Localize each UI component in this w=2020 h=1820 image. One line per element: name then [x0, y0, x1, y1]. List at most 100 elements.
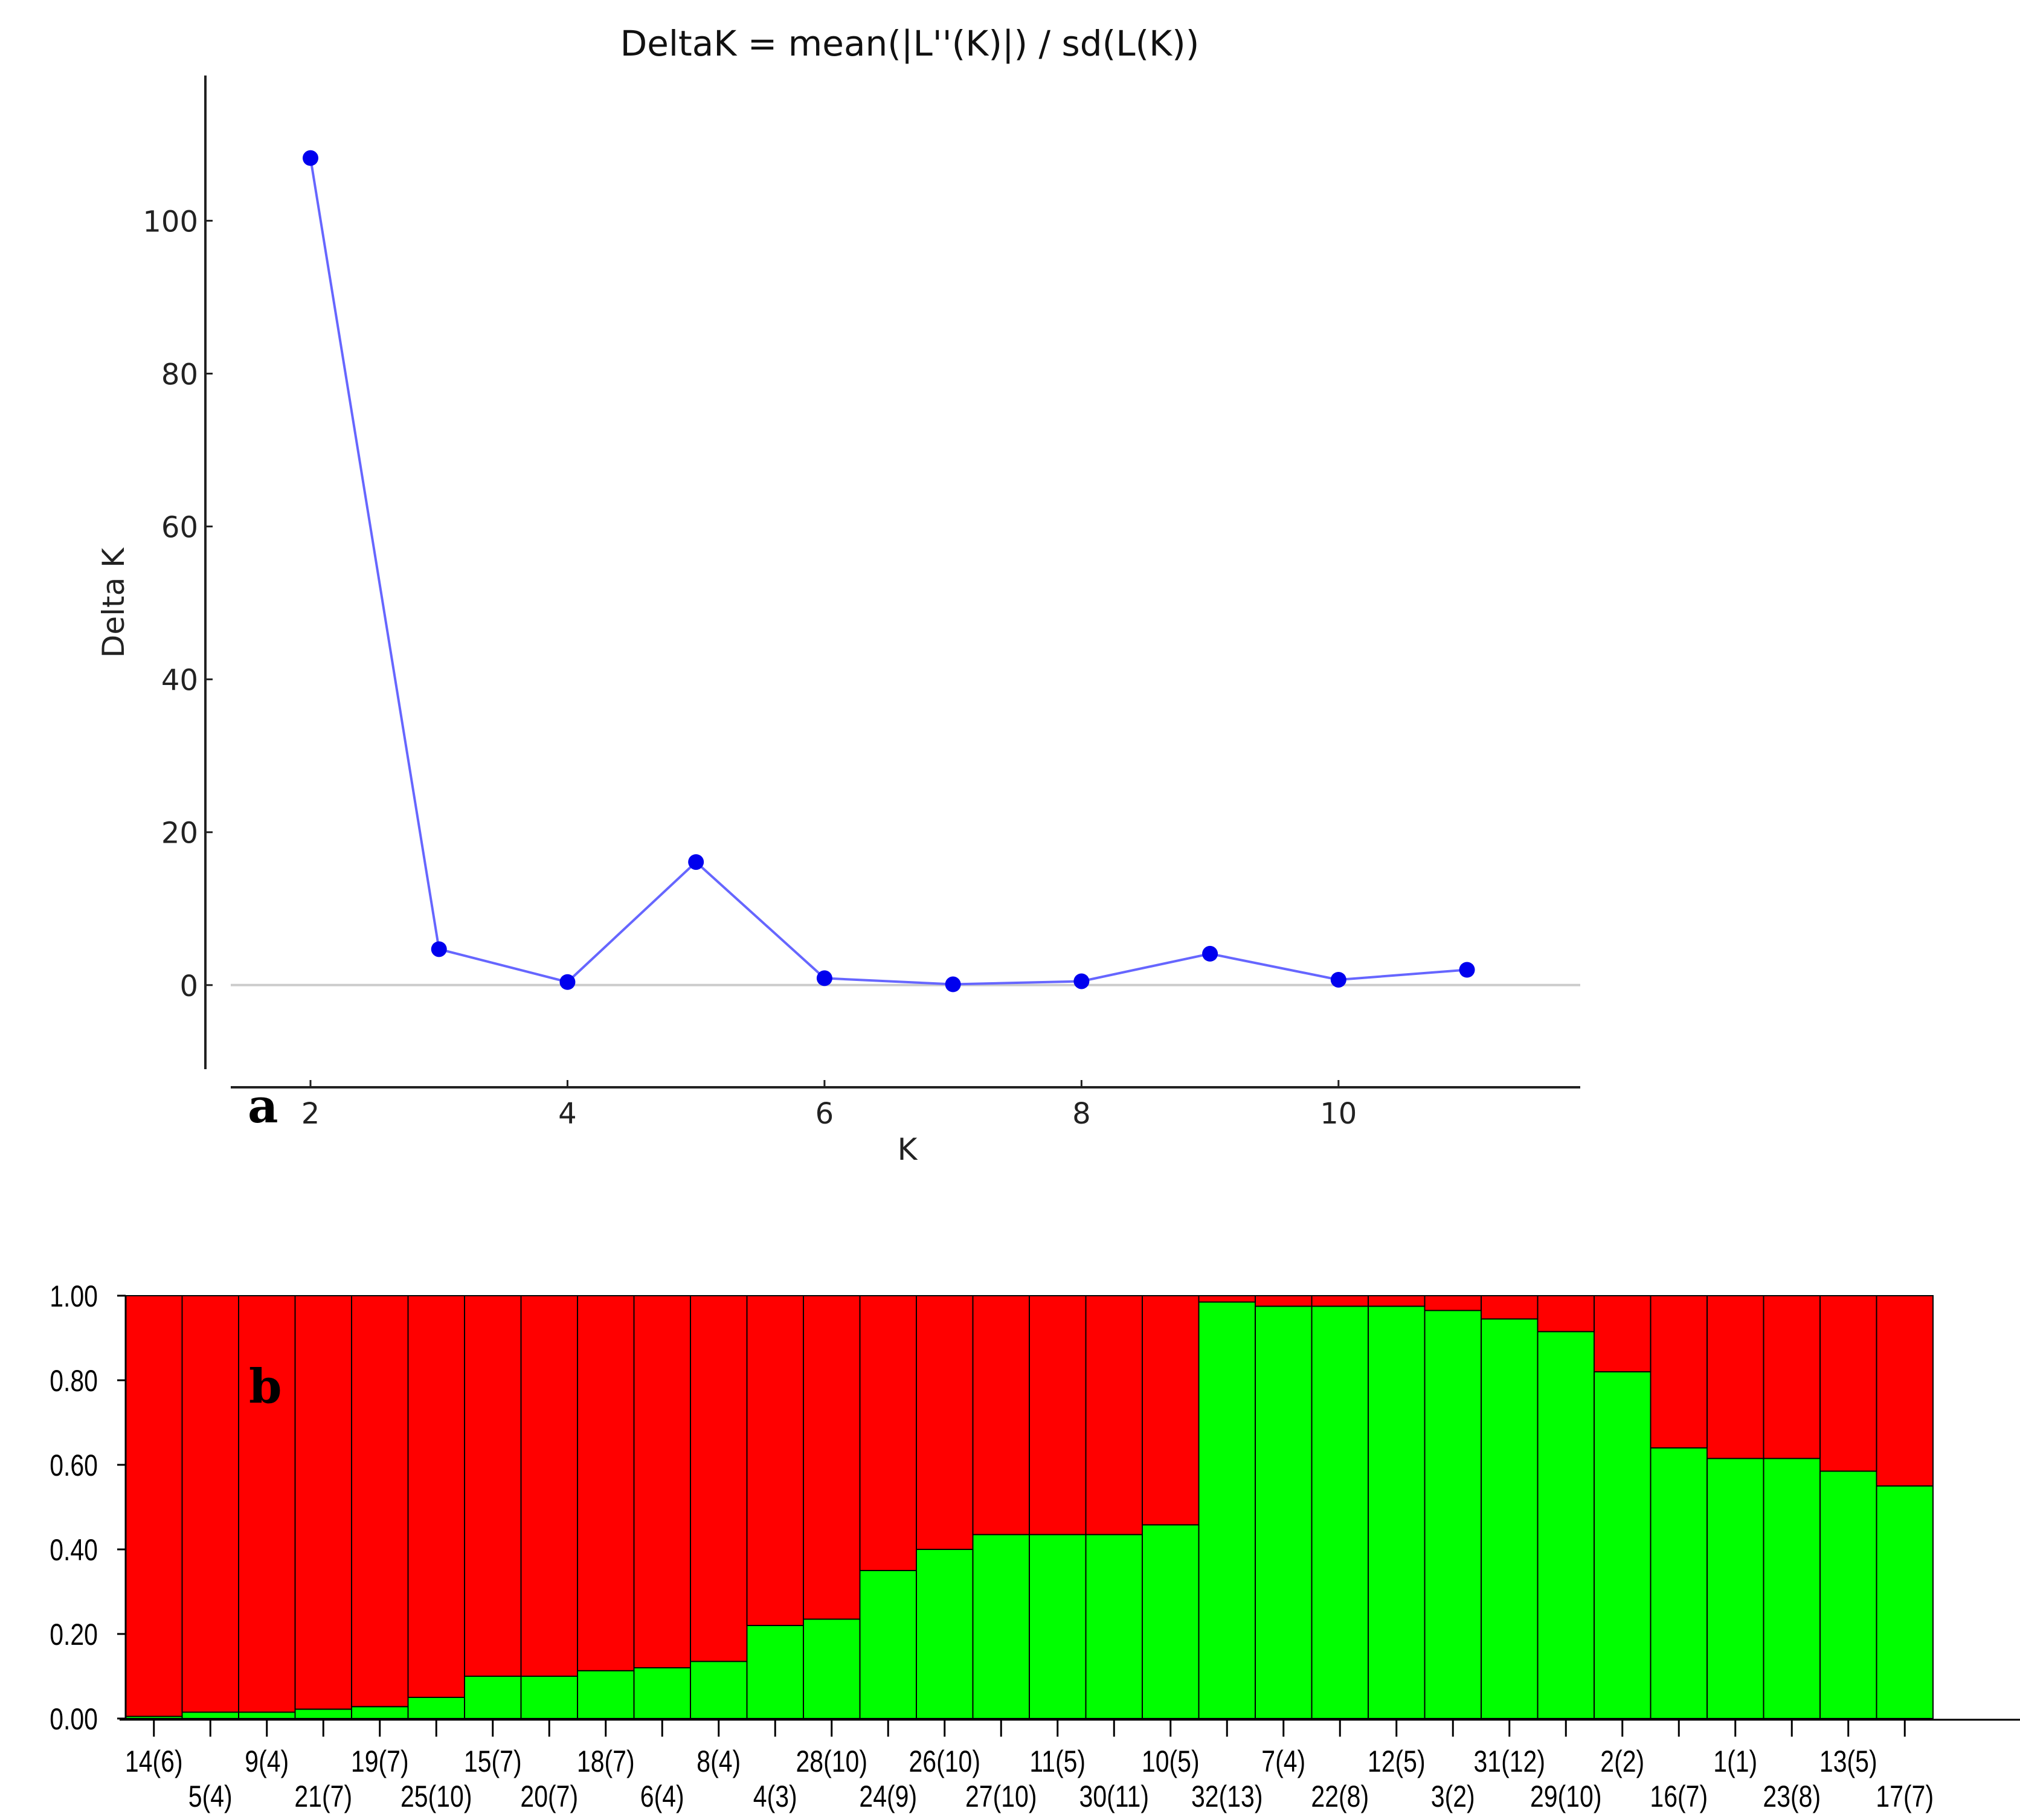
x-category-label: 7(4) — [1261, 1744, 1305, 1778]
bar-red-9 — [577, 1295, 635, 1671]
bar-red-28 — [1650, 1295, 1708, 1449]
bar-red-17 — [1029, 1295, 1087, 1535]
bar-green-6 — [407, 1697, 465, 1719]
x-category-label: 23(8) — [1763, 1780, 1821, 1813]
data-point-k-10 — [1330, 971, 1346, 988]
bar-green-19 — [1142, 1524, 1200, 1720]
bar-green-8 — [520, 1676, 578, 1719]
x-category-label: 26(10) — [909, 1744, 980, 1778]
bar-green-27 — [1594, 1371, 1652, 1719]
bar-red-32 — [1876, 1295, 1934, 1487]
bar-green-14 — [859, 1570, 917, 1719]
x-category-label: 14(6) — [125, 1744, 183, 1778]
bar-red-15 — [916, 1295, 974, 1550]
x-tick-label: 6 — [815, 1097, 834, 1131]
x-category-label: 13(5) — [1819, 1744, 1877, 1778]
bar-green-12 — [746, 1625, 804, 1719]
y-tick-label: 100 — [143, 205, 198, 239]
bar-green-7 — [464, 1676, 522, 1719]
data-point-k-9 — [1202, 945, 1218, 962]
bar-green-32 — [1876, 1485, 1934, 1719]
bar-green-24 — [1424, 1310, 1482, 1719]
bar-red-4 — [294, 1295, 352, 1710]
data-point-k-3 — [431, 941, 447, 957]
bar-green-16 — [972, 1534, 1030, 1719]
bar-green-4 — [294, 1708, 352, 1719]
data-point-k-5 — [688, 854, 704, 870]
data-point-k-4 — [559, 974, 576, 990]
y-tick-label-b: 0.60 — [50, 1449, 98, 1482]
bar-green-1 — [125, 1715, 183, 1719]
bar-green-17 — [1029, 1534, 1087, 1719]
bar-green-2 — [181, 1711, 239, 1719]
data-point-k-6 — [816, 970, 832, 986]
data-point-k-8 — [1073, 973, 1090, 989]
x-category-label: 11(5) — [1029, 1744, 1086, 1778]
x-category-label: 18(7) — [577, 1744, 635, 1778]
x-category-label: 3(2) — [1431, 1780, 1475, 1813]
bar-green-20 — [1198, 1301, 1256, 1719]
bar-green-21 — [1255, 1305, 1313, 1719]
bar-red-11 — [690, 1295, 748, 1662]
bar-red-14 — [859, 1295, 917, 1571]
bar-green-18 — [1085, 1534, 1143, 1719]
x-category-label: 22(8) — [1311, 1780, 1369, 1813]
x-category-label: 16(7) — [1650, 1780, 1708, 1813]
x-category-label: 1(1) — [1713, 1744, 1757, 1778]
y-axis-label: Delta K — [96, 547, 131, 658]
bar-red-7 — [464, 1295, 522, 1677]
data-point-k-2 — [303, 150, 318, 166]
y-tick-label-b: 0.40 — [50, 1533, 98, 1567]
x-tick-label: 4 — [558, 1097, 577, 1131]
delta-k-series-line — [309, 158, 1467, 986]
y-tick-label-b: 0.20 — [50, 1618, 98, 1651]
x-category-label: 20(7) — [520, 1780, 578, 1813]
bar-red-16 — [972, 1295, 1030, 1535]
y-tick-label: 80 — [161, 358, 198, 392]
bar-green-11 — [690, 1661, 748, 1719]
bar-red-19 — [1142, 1295, 1200, 1526]
chart-title: DeltaK = mean(|L''(K)|) / sd(L(K)) — [620, 23, 1200, 64]
bar-red-21 — [1255, 1295, 1313, 1307]
bar-green-9 — [577, 1670, 635, 1720]
bar-red-26 — [1537, 1295, 1595, 1333]
y-tick-label: 60 — [161, 511, 198, 545]
bar-red-6 — [407, 1295, 465, 1698]
x-category-label: 2(2) — [1600, 1744, 1644, 1778]
y-tick-label: 0 — [179, 969, 198, 1003]
x-tick-label: 2 — [301, 1097, 320, 1131]
x-category-label: 27(10) — [965, 1780, 1037, 1813]
bar-red-27 — [1594, 1295, 1652, 1372]
bar-green-28 — [1650, 1447, 1708, 1719]
x-category-label: 12(5) — [1368, 1744, 1426, 1778]
bar-green-22 — [1311, 1305, 1369, 1719]
bar-red-24 — [1424, 1295, 1482, 1311]
bar-green-3 — [238, 1711, 296, 1719]
y-tick-label-b: 0.80 — [50, 1364, 98, 1398]
bar-red-22 — [1311, 1295, 1369, 1307]
x-category-label: 8(4) — [696, 1744, 741, 1778]
bar-red-30 — [1763, 1295, 1821, 1459]
panel-label-b: b — [249, 1359, 282, 1414]
x-category-label: 4(3) — [753, 1780, 797, 1813]
bar-red-29 — [1706, 1295, 1764, 1459]
data-point-k-7 — [945, 976, 961, 992]
bar-red-13 — [803, 1295, 861, 1620]
bar-green-15 — [916, 1549, 974, 1719]
y-tick-label: 20 — [161, 817, 198, 851]
bar-green-26 — [1537, 1331, 1595, 1719]
bar-green-25 — [1481, 1318, 1539, 1719]
data-point-k-11 — [1459, 962, 1475, 978]
bar-red-3 — [238, 1295, 296, 1713]
x-category-label: 32(13) — [1191, 1780, 1263, 1813]
bar-red-23 — [1368, 1295, 1426, 1307]
x-category-label: 28(10) — [796, 1744, 867, 1778]
x-category-label: 31(12) — [1473, 1744, 1545, 1778]
x-category-label: 10(5) — [1142, 1744, 1200, 1778]
x-category-label: 6(4) — [640, 1780, 684, 1813]
bar-red-18 — [1085, 1295, 1143, 1535]
x-tick-label: 10 — [1320, 1097, 1357, 1131]
x-category-label: 24(9) — [859, 1780, 917, 1813]
y-tick-label: 40 — [161, 664, 198, 698]
bar-red-5 — [351, 1295, 409, 1708]
